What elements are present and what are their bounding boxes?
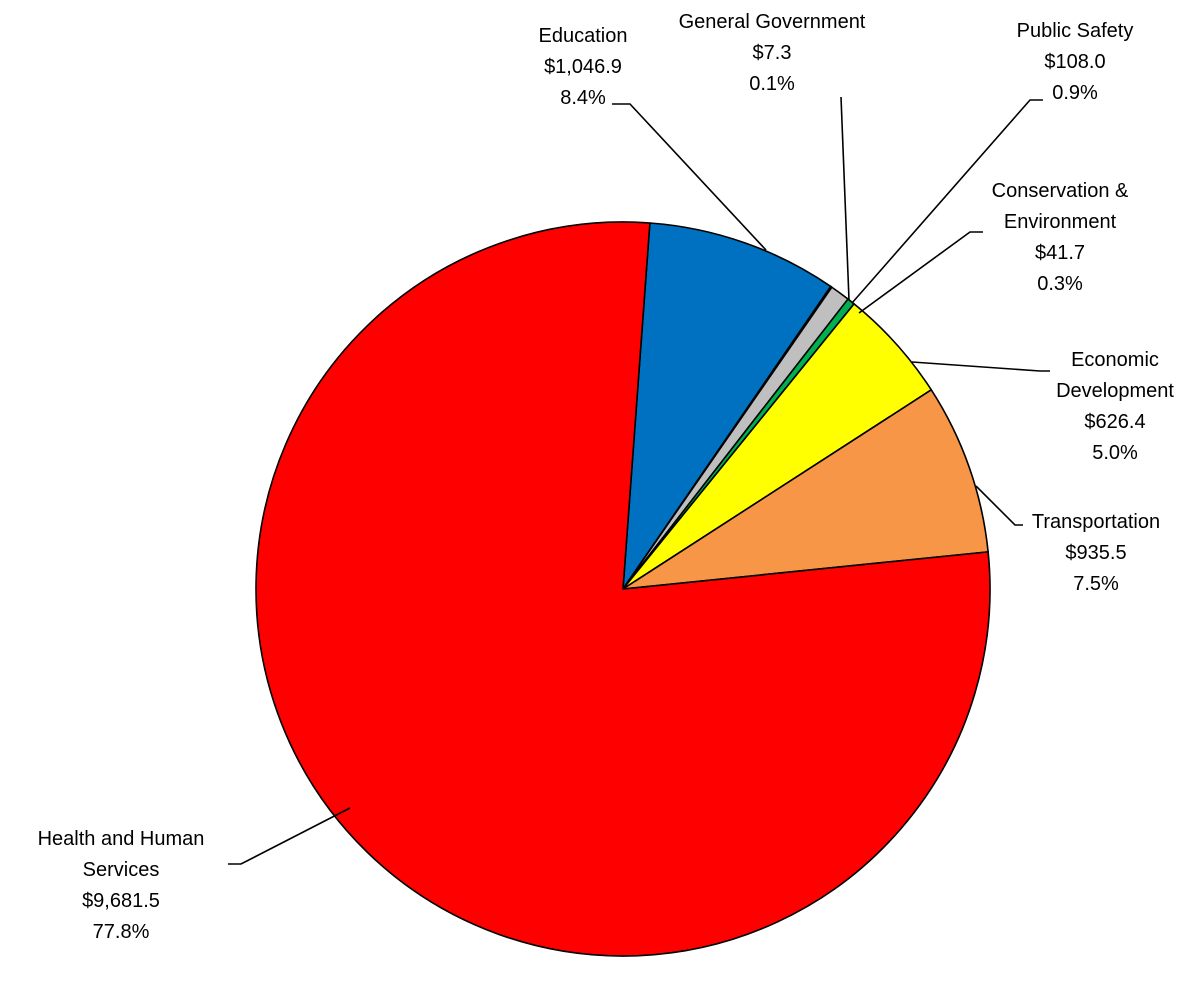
data-label-line: Public Safety [1017,20,1134,42]
data-label-line: $626.4 [1084,411,1145,433]
leader-line [911,361,1050,372]
data-label-line: 0.1% [749,73,795,95]
data-label-line: $41.7 [1035,242,1085,264]
data-label-line: $1,046.9 [544,56,622,78]
data-label-line: General Government [679,11,866,33]
data-label-line: $108.0 [1044,51,1105,73]
leader-line [851,99,1043,304]
pie-slice-education [622,222,832,590]
pie-slices [255,221,991,957]
data-label-line: Transportation [1032,511,1160,533]
pie-slice-transportation [622,389,989,590]
data-labels: Education $1,046.9 8.4% General Government $… [38,11,1175,943]
data-label: Health and Human Services $9,681.5 77.8% [38,828,205,943]
data-label-line: 0.9% [1052,82,1098,104]
leader-line [228,807,351,865]
data-label-line: 5.0% [1092,442,1138,464]
data-label: Transportation $935.5 7.5% [1032,511,1160,595]
data-label-line: $935.5 [1065,542,1126,564]
data-label: Education $1,046.9 8.4% [539,25,628,109]
data-label: General Government $7.3 0.1% [679,11,866,95]
data-label-line: Environment [1004,211,1117,233]
data-label: Economic Development $626.4 5.0% [1056,349,1174,464]
data-label-line: 0.3% [1037,273,1083,295]
data-label: Conservation & Environment $41.7 0.3% [992,180,1129,295]
data-label-line: Services [83,859,160,881]
data-label-line: Education [539,25,628,47]
data-label-line: Development [1056,380,1174,402]
leader-line [612,103,767,251]
data-label-line: 7.5% [1073,573,1119,595]
data-label-line: $7.3 [753,42,792,64]
pie-slice-health-and-human-services [255,221,991,957]
data-label-line: Conservation & [992,180,1129,202]
data-label-line: Economic [1071,349,1159,371]
data-label-line: $9,681.5 [82,890,160,912]
data-label-line: 77.8% [93,921,150,943]
leader-line [840,96,850,301]
leader-lines [228,96,1050,865]
data-label-line: 8.4% [560,87,606,109]
leader-line [975,485,1023,526]
leader-line [858,231,983,314]
data-label: Public Safety $108.0 0.9% [1017,20,1134,104]
data-label-line: Health and Human [38,828,205,850]
